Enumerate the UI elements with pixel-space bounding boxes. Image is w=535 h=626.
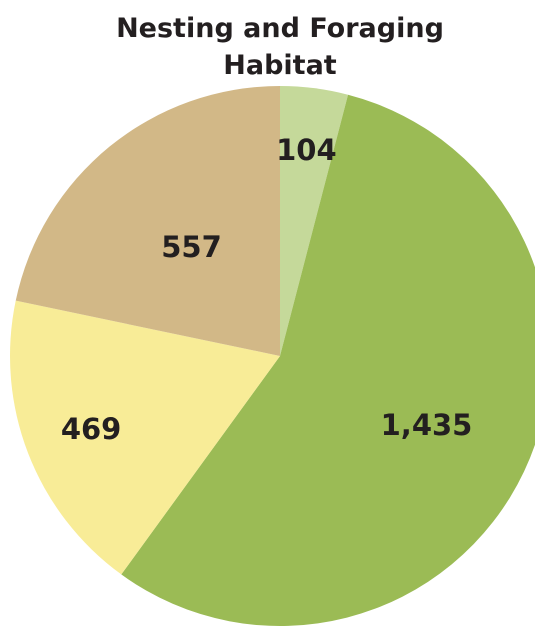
chart-title-line-2: Habitat — [223, 50, 337, 81]
pie-slice-2 — [10, 300, 280, 575]
pie-slice-label-1: 1,435 — [381, 408, 473, 442]
pie-labels: 104 1,435 469 557 — [61, 133, 473, 446]
pie-slice-label-2: 469 — [61, 412, 122, 446]
pie-slices — [10, 86, 535, 626]
pie-slice-3 — [15, 86, 280, 356]
pie-slice-label-0: 104 — [276, 133, 337, 167]
chart-title-line-1: Nesting and Foraging — [116, 13, 444, 44]
pie-slice-1 — [121, 94, 535, 626]
pie-slice-0 — [280, 86, 349, 356]
chart-title: Nesting and Foraging Habitat — [0, 10, 535, 84]
pie-slice-label-3: 557 — [161, 230, 222, 264]
